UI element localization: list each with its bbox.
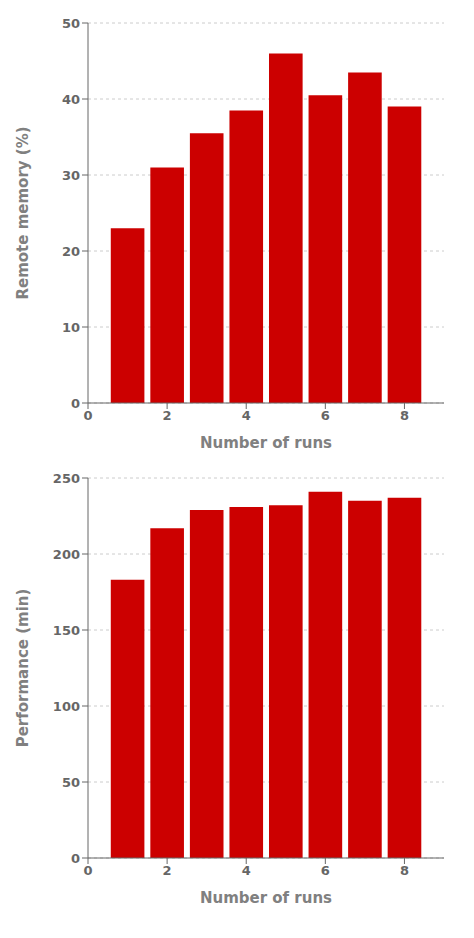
- svg-text:Performance (min): Performance (min): [14, 589, 32, 748]
- svg-text:0: 0: [83, 863, 92, 878]
- svg-text:30: 30: [62, 168, 80, 183]
- svg-text:6: 6: [321, 408, 330, 423]
- svg-text:200: 200: [53, 547, 80, 562]
- svg-text:4: 4: [242, 863, 251, 878]
- svg-text:50: 50: [62, 16, 80, 31]
- svg-text:Remote memory (%): Remote memory (%): [14, 126, 32, 299]
- svg-text:20: 20: [62, 244, 80, 259]
- svg-text:100: 100: [53, 699, 80, 714]
- svg-text:2: 2: [163, 408, 172, 423]
- svg-text:0: 0: [71, 396, 80, 411]
- svg-text:0: 0: [71, 851, 80, 866]
- svg-text:8: 8: [400, 863, 409, 878]
- svg-text:6: 6: [321, 863, 330, 878]
- svg-text:8: 8: [400, 408, 409, 423]
- svg-text:40: 40: [62, 92, 80, 107]
- svg-text:Number of runs: Number of runs: [200, 889, 332, 907]
- svg-text:4: 4: [242, 408, 251, 423]
- svg-text:Number of runs: Number of runs: [200, 434, 332, 452]
- svg-text:250: 250: [53, 471, 80, 486]
- svg-text:2: 2: [163, 863, 172, 878]
- svg-text:150: 150: [53, 623, 80, 638]
- svg-text:50: 50: [62, 775, 80, 790]
- svg-text:0: 0: [83, 408, 92, 423]
- svg-text:10: 10: [62, 320, 80, 335]
